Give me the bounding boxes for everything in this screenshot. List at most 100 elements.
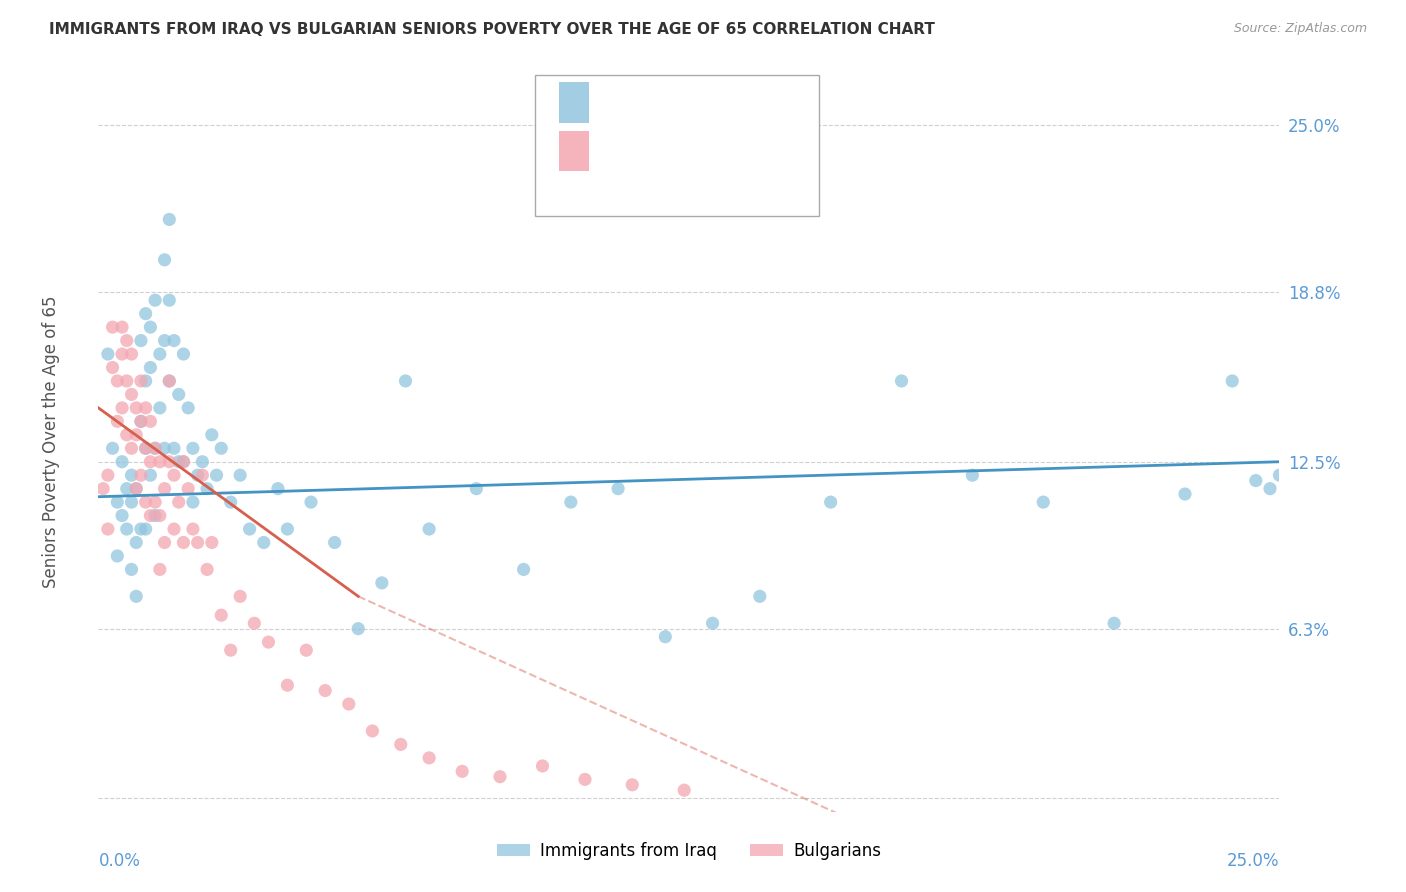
Point [172,347,194,361]
Point [157,374,180,388]
Point [512,562,534,576]
Point [201,427,224,442]
Point [105,414,128,428]
Point [1316,508,1339,523]
Point [607,482,630,496]
Point [702,616,724,631]
Point [111,320,134,334]
Point [125,427,148,442]
Point [394,374,416,388]
Point [181,495,204,509]
Point [139,455,162,469]
Point [97,522,120,536]
Point [129,414,152,428]
Text: 0.056: 0.056 [645,95,699,111]
Point [191,455,214,469]
Point [167,455,190,469]
Point [267,482,290,496]
Text: 25.0%: 25.0% [1227,853,1279,871]
Point [121,442,143,456]
Point [111,401,134,415]
Point [101,442,124,456]
Point [465,482,488,496]
Point [163,468,186,483]
Point [201,535,224,549]
Point [621,778,644,792]
Point [143,495,166,509]
Point [276,522,298,536]
Point [1258,482,1281,496]
Point [890,374,912,388]
Point [125,482,148,496]
Text: Source: ZipAtlas.com: Source: ZipAtlas.com [1233,22,1367,36]
Point [115,427,138,442]
Point [167,495,190,509]
Point [125,401,148,415]
Point [143,508,166,523]
Point [157,455,180,469]
Point [172,455,194,469]
Point [157,293,180,308]
Point [121,347,143,361]
Point [111,455,134,469]
Point [129,374,152,388]
Point [153,334,176,348]
Point [177,401,200,415]
Point [1339,490,1361,504]
Point [253,535,276,549]
Point [418,522,440,536]
Point [489,770,512,784]
Point [121,562,143,576]
Text: R =: R = [600,95,634,111]
Text: -0.240: -0.240 [640,144,695,159]
Point [115,374,138,388]
Point [135,442,157,456]
Point [181,522,204,536]
Point [121,387,143,401]
Point [129,522,152,536]
Text: N =: N = [713,144,747,159]
Point [101,360,124,375]
Point [143,442,166,456]
Point [314,683,336,698]
Point [135,307,157,321]
Point [1220,374,1243,388]
Point [125,590,148,604]
Point [135,401,157,415]
Point [129,334,152,348]
Point [149,401,172,415]
Point [229,590,252,604]
Point [125,482,148,496]
Point [149,455,172,469]
Point [172,535,194,549]
Point [418,751,440,765]
Point [139,360,162,375]
Point [115,334,138,348]
Point [962,468,984,483]
Point [139,508,162,523]
Point [121,495,143,509]
Point [229,468,252,483]
Point [371,575,394,590]
Point [654,630,676,644]
Point [135,522,157,536]
Point [163,442,186,456]
Point [820,495,842,509]
Point [361,723,384,738]
Point [748,590,770,604]
Point [205,468,228,483]
Point [157,374,180,388]
Point [1292,482,1315,496]
Point [1032,495,1054,509]
Legend: Immigrants from Iraq, Bulgarians: Immigrants from Iraq, Bulgarians [489,835,889,866]
Point [1174,487,1197,501]
Point [295,643,318,657]
Point [219,495,242,509]
Point [673,783,696,797]
Point [149,508,172,523]
Point [187,535,209,549]
Point [135,442,157,456]
Point [323,535,346,549]
Point [195,482,218,496]
Point [111,508,134,523]
